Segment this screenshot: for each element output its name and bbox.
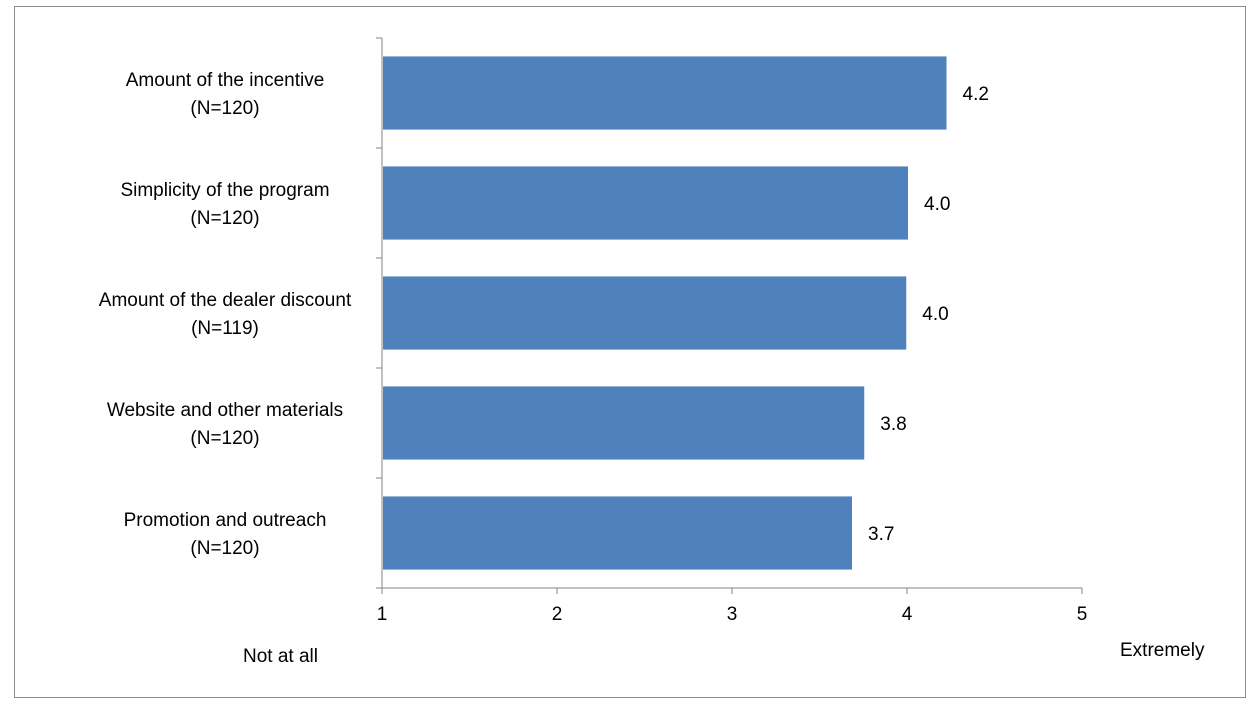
data-label: 3.7 [868,524,894,545]
scale-low-label: Not at all [243,646,318,667]
bar [383,386,865,460]
bar [383,276,907,350]
category-label: Amount of the incentive [126,70,325,91]
data-label: 4.0 [924,194,950,215]
x-tick-label: 3 [727,604,738,625]
data-label: 4.2 [963,84,989,105]
category-label: Promotion and outreach [124,510,327,531]
bar [383,496,852,570]
category-label: (N=120) [190,208,259,229]
category-label: Simplicity of the program [120,180,329,201]
x-tick-label: 2 [552,604,563,625]
category-label: (N=120) [190,98,259,119]
bar [383,56,947,130]
data-label: 4.0 [922,304,948,325]
x-tick-label: 1 [377,604,388,625]
scale-high-label: Extremely [1120,640,1205,661]
data-label: 3.8 [880,414,906,435]
x-tick-label: 4 [902,604,913,625]
category-label: (N=119) [191,318,259,339]
category-label: Website and other materials [107,400,343,421]
bar [383,166,908,240]
category-label: Amount of the dealer discount [99,290,352,311]
category-label: (N=120) [190,538,259,559]
x-tick-label: 5 [1077,604,1088,625]
category-label: (N=120) [190,428,259,449]
